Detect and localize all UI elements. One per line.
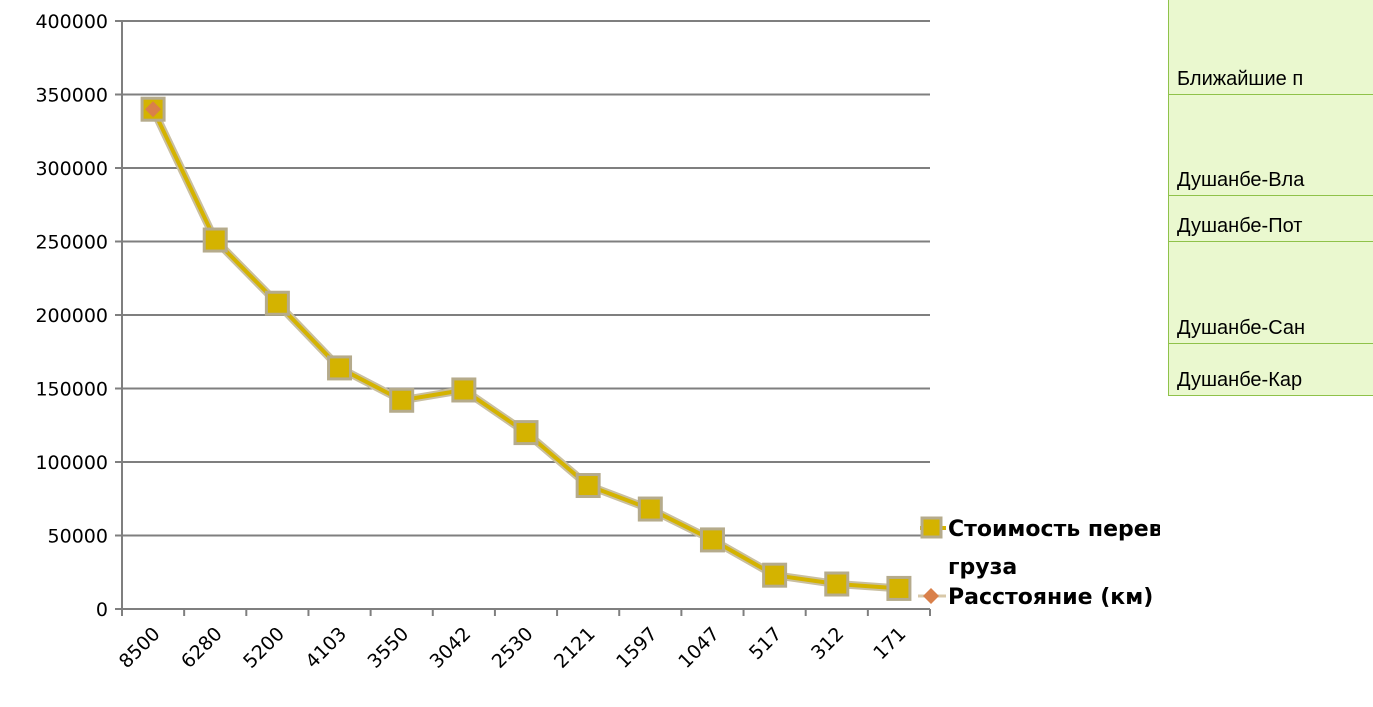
y-tick-label: 400000 [35,11,108,33]
table-row: Ближайшие п [1169,0,1373,95]
x-tick-label: 3550 [363,623,413,673]
series-line [151,108,900,591]
x-tick-label: 517 [745,623,786,664]
table-cell: Душанбе-Пот [1177,215,1303,237]
series-line-shadow [149,107,900,593]
x-tick-label: 8500 [115,623,165,673]
x-tick-label: 1597 [612,623,662,673]
legend-label: Расстояние (км) [948,585,1153,610]
axes [115,20,931,616]
x-tick-label: 312 [807,623,848,664]
side-table: Ближайшие п Душанбе-Вла Душанбе-Пот Душа… [1168,0,1373,396]
series-point [264,290,290,316]
table-row: Душанбе-Кар [1169,344,1373,395]
y-tick-label: 200000 [35,305,108,327]
table-cell: Ближайшие п [1177,68,1304,90]
y-tick-label: 100000 [35,452,108,474]
legend-swatch-square [920,516,943,539]
series-point [202,227,228,253]
series-lines [149,107,900,593]
series-point [451,377,477,403]
series-point [389,387,415,413]
y-tick-label: 300000 [35,158,108,180]
x-tick-label: 6280 [177,623,227,673]
series-point [327,355,353,381]
y-tick-labels: 0 50000 100000 150000 200000 250000 300000 3500… [35,11,108,621]
table-cell: Душанбе-Вла [1177,169,1305,191]
series-point [575,473,601,499]
x-tick-label: 2121 [550,623,600,673]
x-tick-label: 171 [869,623,910,664]
x-tick-label: 2530 [488,623,538,673]
legend: Стоимость перевозки 10 тгруза Расстояние … [918,516,1160,610]
series-point [637,496,663,522]
y-tick-label: 50000 [48,526,108,548]
x-tick-label: 3042 [426,623,476,673]
series-point [886,575,912,601]
table-cell: Душанбе-Сан [1177,317,1306,339]
table-row: Душанбе-Пот [1169,196,1373,242]
series-point-diamond [145,101,162,118]
legend-swatch-diamond [923,588,939,604]
series-point [762,562,788,588]
x-tick-labels: 8500 6280 5200 4103 3550 3042 2530 2121 1597 1047… [115,623,911,673]
y-tick-label: 350000 [35,85,108,107]
series-point [699,527,725,553]
line-chart: 0 50000 100000 150000 200000 250000 300000 3500… [35,11,1160,673]
gridlines [122,20,930,537]
y-tick-label: 150000 [35,379,108,401]
x-tick-label: 4103 [301,623,351,673]
x-tick-label: 5200 [239,623,289,673]
series-point [824,571,850,597]
legend-label: Стоимость перевозки 10 тгруза [948,517,1160,580]
table-row: Душанбе-Вла [1169,95,1373,196]
table-cell: Душанбе-Кар [1177,369,1303,391]
series-point [513,420,539,446]
y-tick-label: 0 [96,599,108,621]
series-markers [140,96,912,601]
y-tick-label: 250000 [35,232,108,254]
table-row: Душанбе-Сан [1169,242,1373,344]
x-tick-label: 1047 [674,623,724,673]
